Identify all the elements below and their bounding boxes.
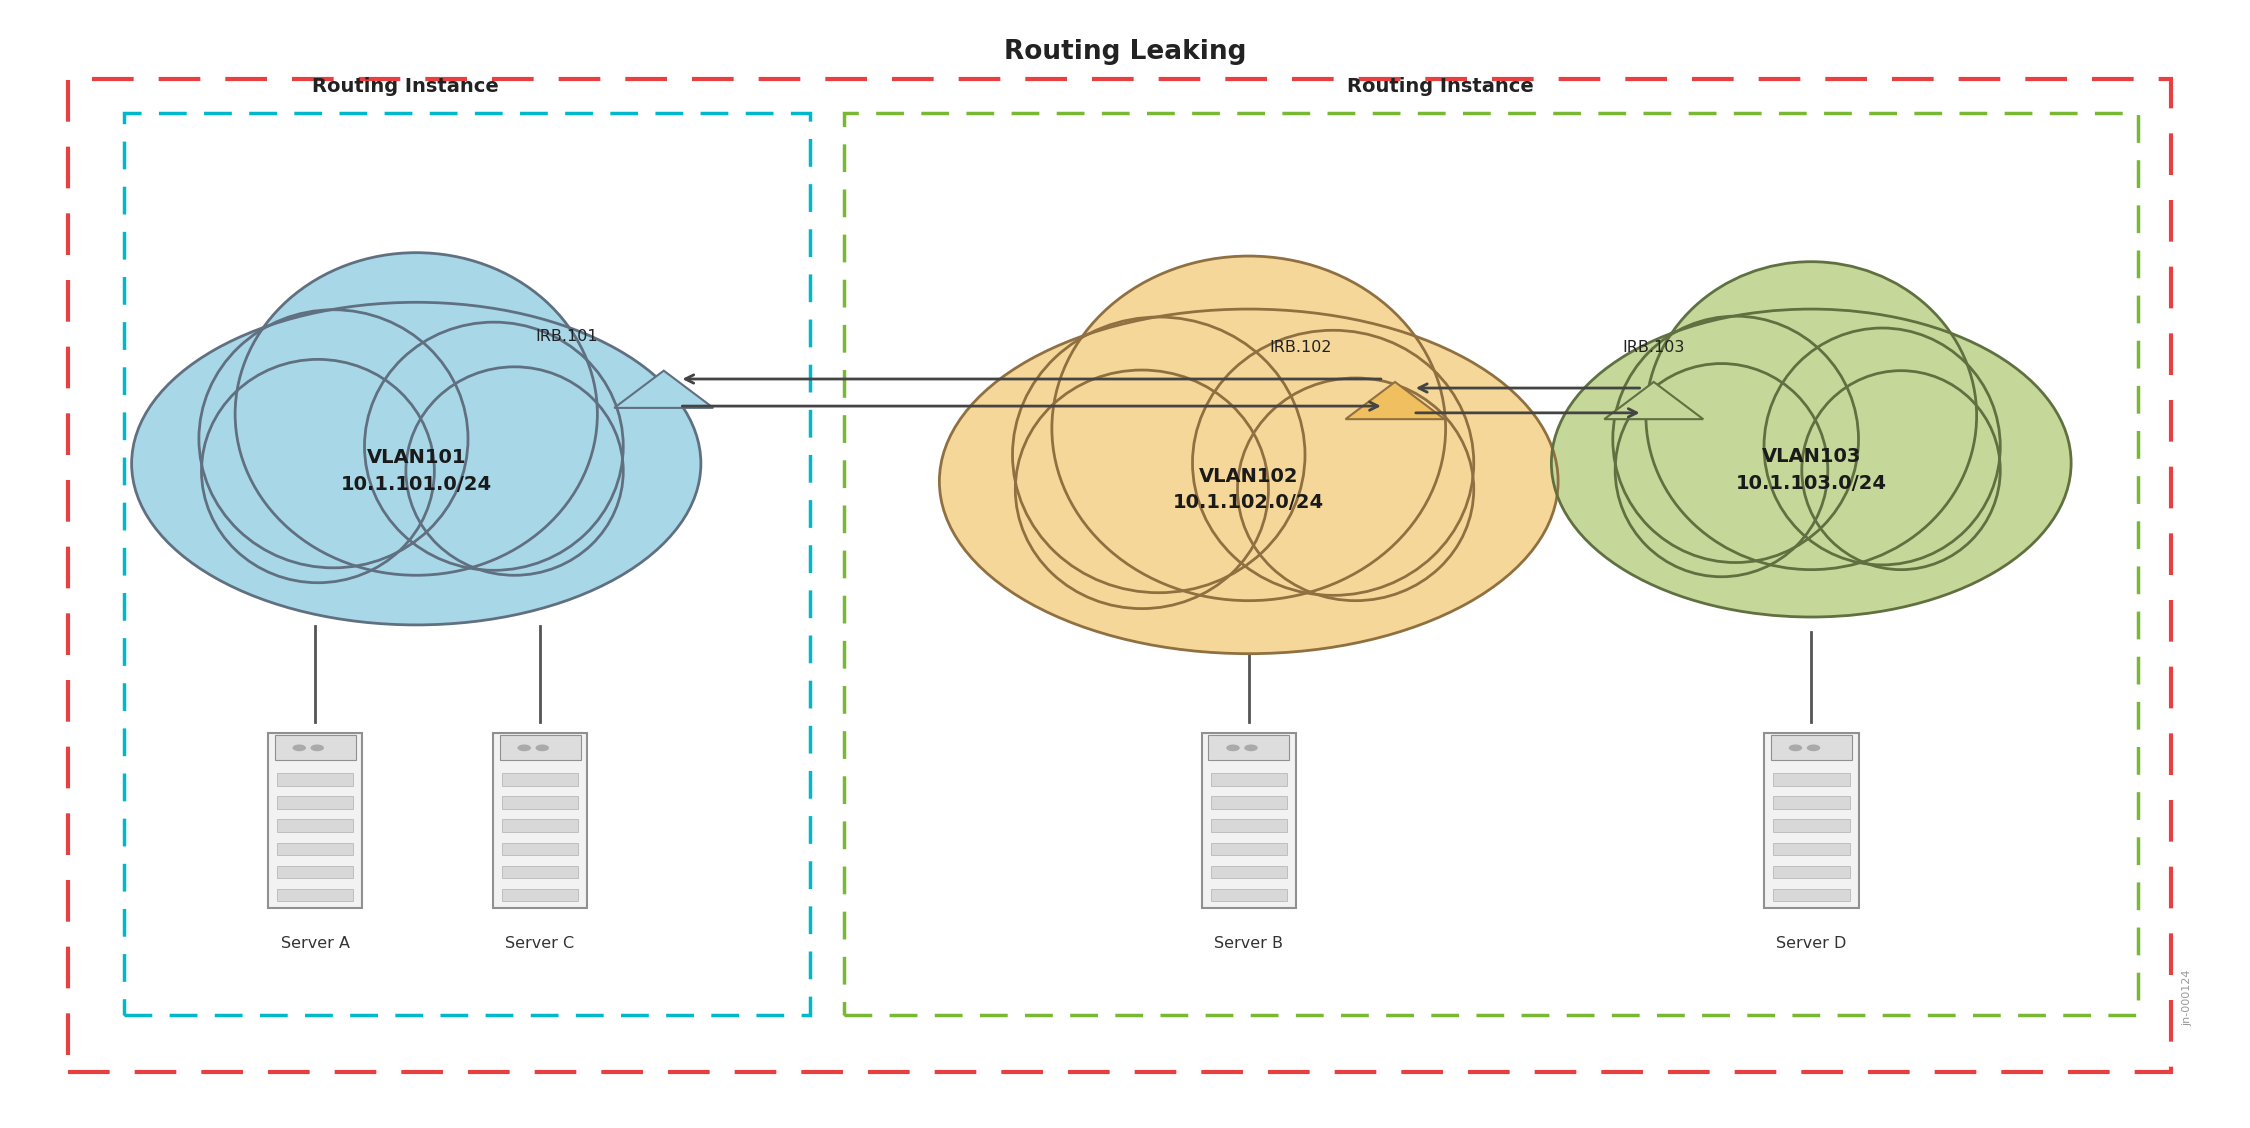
FancyBboxPatch shape [1210, 819, 1287, 832]
FancyBboxPatch shape [1773, 819, 1849, 832]
Ellipse shape [1015, 370, 1269, 609]
Text: IRB.102: IRB.102 [1269, 341, 1332, 355]
Circle shape [1807, 744, 1820, 751]
Circle shape [1226, 744, 1240, 751]
Ellipse shape [1238, 378, 1474, 601]
FancyBboxPatch shape [502, 889, 578, 901]
Text: Server C: Server C [506, 936, 574, 951]
Circle shape [292, 744, 306, 751]
FancyBboxPatch shape [274, 735, 356, 760]
Ellipse shape [1552, 309, 2072, 617]
Text: jn-000124: jn-000124 [2182, 970, 2192, 1026]
Polygon shape [1346, 382, 1444, 420]
FancyBboxPatch shape [1210, 889, 1287, 901]
Ellipse shape [202, 360, 434, 583]
Circle shape [536, 744, 549, 751]
FancyBboxPatch shape [1773, 774, 1849, 785]
Circle shape [518, 744, 531, 751]
FancyBboxPatch shape [1210, 796, 1287, 809]
Text: VLAN103
10.1.103.0/24: VLAN103 10.1.103.0/24 [1735, 448, 1888, 493]
Text: IRB.103: IRB.103 [1622, 341, 1685, 355]
FancyBboxPatch shape [500, 735, 580, 760]
Text: Server D: Server D [1775, 936, 1847, 951]
FancyBboxPatch shape [1202, 733, 1296, 908]
Circle shape [1244, 744, 1258, 751]
FancyBboxPatch shape [1773, 796, 1849, 809]
FancyBboxPatch shape [277, 866, 353, 878]
Bar [68, 79, 2171, 1072]
Ellipse shape [1647, 262, 1978, 570]
Ellipse shape [130, 302, 702, 625]
Ellipse shape [1764, 328, 2000, 565]
FancyBboxPatch shape [502, 843, 578, 855]
FancyBboxPatch shape [1771, 735, 1852, 760]
FancyBboxPatch shape [502, 774, 578, 785]
Ellipse shape [940, 309, 1557, 654]
FancyBboxPatch shape [277, 843, 353, 855]
Circle shape [310, 744, 324, 751]
Bar [844, 113, 2138, 1015]
FancyBboxPatch shape [277, 774, 353, 785]
FancyBboxPatch shape [1764, 733, 1858, 908]
Text: Routing Instance: Routing Instance [1346, 77, 1535, 96]
Text: Server A: Server A [281, 936, 349, 951]
Text: VLAN101
10.1.101.0/24: VLAN101 10.1.101.0/24 [340, 448, 493, 494]
FancyBboxPatch shape [1210, 866, 1287, 878]
Bar [124, 113, 810, 1015]
FancyBboxPatch shape [502, 796, 578, 809]
FancyBboxPatch shape [502, 866, 578, 878]
FancyBboxPatch shape [1773, 866, 1849, 878]
Polygon shape [1604, 382, 1703, 420]
Ellipse shape [1802, 371, 2000, 570]
Ellipse shape [1053, 256, 1447, 601]
FancyBboxPatch shape [1208, 735, 1289, 760]
Ellipse shape [1613, 316, 1858, 563]
Polygon shape [614, 371, 713, 408]
FancyBboxPatch shape [277, 796, 353, 809]
Ellipse shape [1616, 363, 1827, 576]
FancyBboxPatch shape [1773, 843, 1849, 855]
Ellipse shape [364, 323, 623, 571]
FancyBboxPatch shape [1773, 889, 1849, 901]
FancyBboxPatch shape [277, 819, 353, 832]
FancyBboxPatch shape [493, 733, 587, 908]
Ellipse shape [198, 310, 468, 567]
Ellipse shape [1012, 317, 1305, 592]
Text: IRB.101: IRB.101 [536, 329, 598, 344]
FancyBboxPatch shape [1210, 843, 1287, 855]
Ellipse shape [236, 253, 598, 575]
Text: Server B: Server B [1215, 936, 1282, 951]
Circle shape [1789, 744, 1802, 751]
Ellipse shape [1192, 331, 1474, 596]
FancyBboxPatch shape [1210, 774, 1287, 785]
FancyBboxPatch shape [502, 819, 578, 832]
Ellipse shape [405, 367, 623, 575]
Text: VLAN102
10.1.102.0/24: VLAN102 10.1.102.0/24 [1172, 467, 1325, 512]
Text: Routing Leaking: Routing Leaking [1004, 39, 1246, 65]
Text: Routing Instance: Routing Instance [310, 77, 500, 96]
FancyBboxPatch shape [268, 733, 362, 908]
FancyBboxPatch shape [277, 889, 353, 901]
